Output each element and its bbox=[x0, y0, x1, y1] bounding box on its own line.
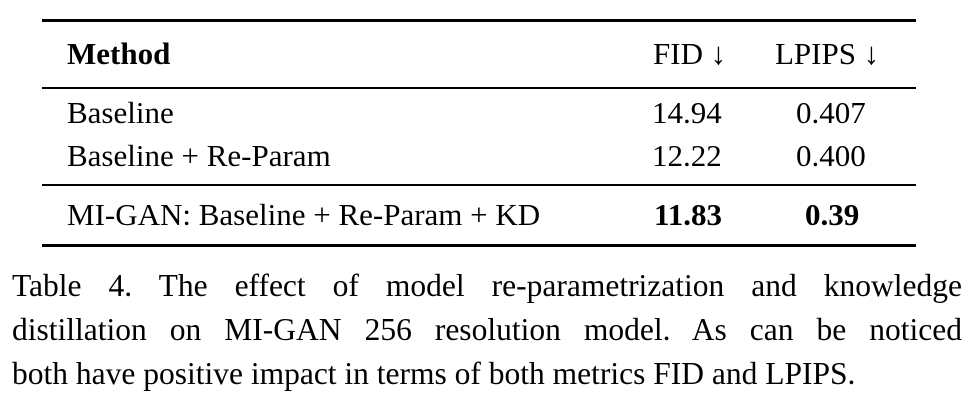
row-method: MI-GAN: Baseline + Re-Param + KD bbox=[67, 197, 541, 232]
row-lpips: 0.407 bbox=[796, 95, 866, 130]
caption-line: both have positive impact in terms of bo… bbox=[12, 356, 856, 391]
table-bottom-rule bbox=[42, 244, 916, 247]
caption-line: distillation on MI-GAN 256 resolution mo… bbox=[12, 312, 962, 347]
caption-line: Table 4. The effect of model re-parametr… bbox=[12, 268, 962, 303]
header-rule bbox=[42, 87, 916, 89]
header-method: Method bbox=[67, 36, 171, 71]
table-caption: Table 4. The effect of model re-parametr… bbox=[12, 264, 962, 396]
header-fid: FID ↓ bbox=[653, 36, 727, 71]
row-fid: 12.22 bbox=[652, 138, 722, 173]
row-method: Baseline bbox=[67, 95, 174, 130]
section-rule bbox=[42, 184, 916, 186]
row-lpips-best: 0.39 bbox=[805, 197, 860, 232]
row-lpips: 0.400 bbox=[796, 138, 866, 173]
header-lpips: LPIPS ↓ bbox=[775, 36, 880, 71]
row-method: Baseline + Re-Param bbox=[67, 138, 331, 173]
row-fid: 14.94 bbox=[652, 95, 722, 130]
row-fid-best: 11.83 bbox=[654, 197, 723, 232]
table-top-rule bbox=[42, 19, 916, 22]
